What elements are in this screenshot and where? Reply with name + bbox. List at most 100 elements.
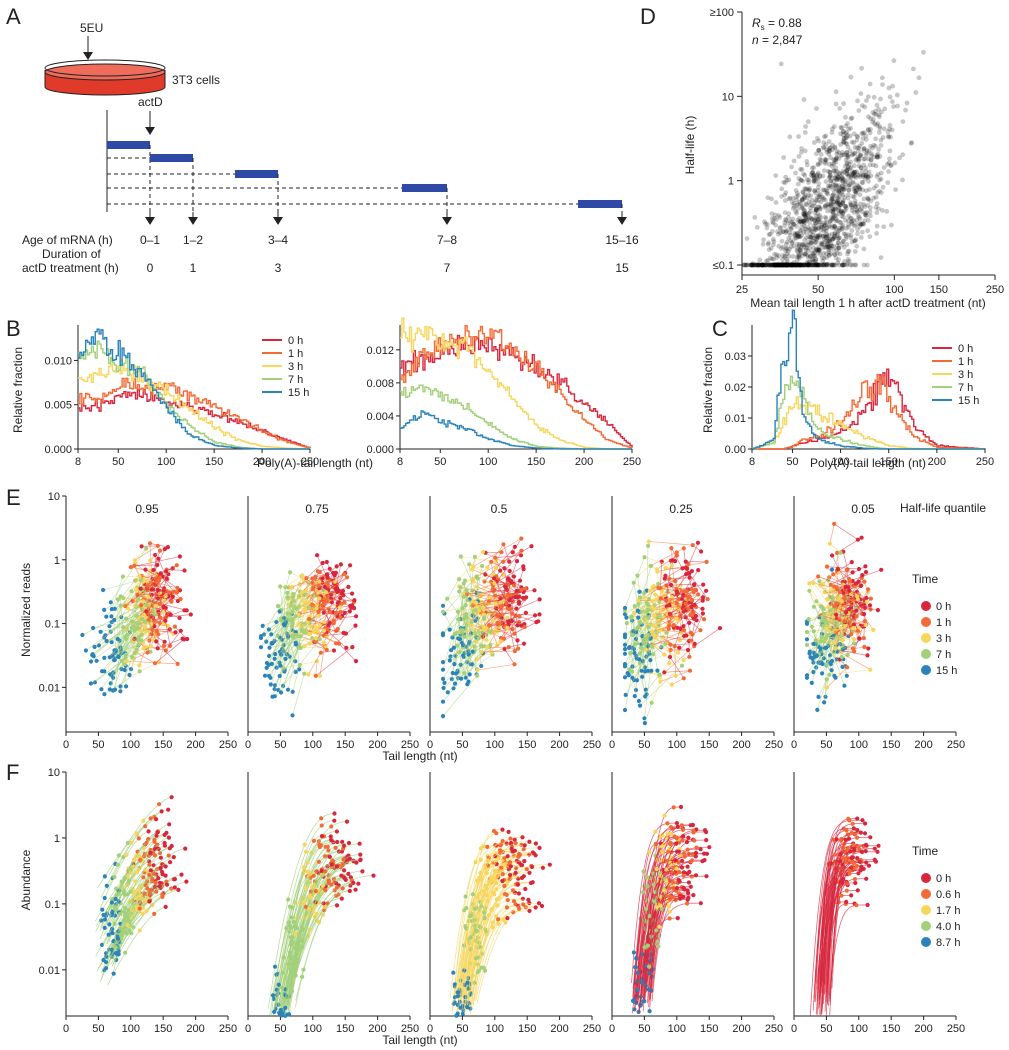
scatter-point [765, 258, 771, 263]
scatter-point [873, 111, 879, 117]
scatter-point [816, 161, 821, 167]
scatter-point [823, 157, 829, 163]
data-point [632, 642, 637, 647]
scatter-point [849, 220, 854, 225]
scatter-point [860, 221, 866, 227]
scatter-point [805, 242, 810, 248]
legend-swatch-1 [921, 617, 931, 627]
scatter-point [845, 251, 850, 257]
data-point [532, 588, 537, 593]
data-point [272, 694, 277, 699]
scatter-point [858, 235, 864, 240]
e-facet-1-xtick-label: 50 [274, 739, 286, 751]
scatter-point [833, 159, 839, 165]
scatter-point [814, 236, 820, 241]
scatter-point [784, 262, 789, 268]
scatter-point [766, 262, 771, 268]
data-point [636, 615, 641, 620]
scatter-point [815, 262, 821, 268]
data-point [816, 694, 821, 700]
scatter-point [772, 262, 777, 268]
duration-label-2: actD treatment (h) [22, 261, 119, 275]
duration-label-1: Duration of [42, 247, 101, 261]
scatter-point [822, 157, 828, 163]
data-point [145, 588, 150, 593]
scatter-point [800, 206, 806, 211]
data-point [120, 574, 125, 579]
data-point [489, 559, 494, 564]
scatter-point [849, 169, 855, 174]
scatter-point [840, 262, 845, 268]
data-point [670, 558, 675, 563]
scatter-point [786, 177, 792, 183]
scatter-point [785, 262, 791, 268]
data-point [278, 690, 284, 695]
scatter-point [844, 160, 850, 166]
scatter-point [826, 224, 831, 230]
scatter-point [834, 183, 839, 189]
data-point [322, 628, 327, 633]
data-point [671, 623, 676, 628]
data-point [143, 615, 148, 620]
scatter-point [790, 262, 795, 268]
scatter-point [838, 209, 844, 215]
data-point [318, 650, 323, 655]
data-point [139, 603, 144, 608]
n-value: = 2,847 [759, 33, 803, 47]
scatter-point [874, 174, 880, 179]
data-point [272, 656, 277, 661]
scatter-point [801, 230, 806, 235]
scatter-point [798, 218, 804, 224]
data-point [458, 554, 463, 559]
e-facet-3-xtick-label: 200 [732, 739, 750, 751]
data-point [258, 635, 264, 641]
data-point [516, 599, 522, 605]
data-point [457, 589, 462, 594]
scatter-point [757, 257, 763, 263]
trajectory-segment [120, 596, 144, 602]
scatter-point [875, 172, 881, 177]
data-point [851, 637, 857, 642]
scatter-point [754, 224, 760, 230]
data-point [145, 650, 150, 655]
scatter-point [820, 187, 826, 193]
data-point [519, 536, 524, 541]
scatter-point [855, 227, 860, 232]
data-point [668, 642, 673, 647]
panel-a-schematic: 5EU 3T3 cells actD Age of mRNA (h) Durat… [22, 21, 639, 275]
data-point [461, 653, 466, 658]
scatter-point [838, 208, 844, 214]
scatter-point [778, 262, 784, 268]
data-point [843, 584, 848, 590]
data-point [107, 655, 112, 660]
scatter-point [791, 222, 796, 227]
c-ytick-label: 0.02 [725, 382, 746, 394]
scatter-point [806, 262, 812, 268]
scatter-point [852, 238, 858, 244]
c-xtick-label: 150 [880, 456, 898, 468]
scatter-point [809, 257, 815, 263]
scatter-point [828, 251, 834, 256]
scatter-point [794, 224, 799, 229]
data-point [338, 596, 343, 601]
data-point [687, 668, 693, 673]
scatter-point [794, 231, 800, 237]
trajectory-segment [315, 661, 318, 676]
scatter-point [815, 262, 821, 268]
f-legend-title: Time [912, 844, 939, 858]
scatter-point [772, 262, 778, 268]
scatter-point [784, 262, 790, 268]
scatter-point [809, 165, 815, 171]
scatter-point [820, 255, 825, 261]
b-legend: 0 h1 h3 h7 h15 h [262, 335, 309, 399]
scatter-point [808, 193, 813, 199]
scatter-point [813, 239, 819, 245]
d-xtick-label: 150 [930, 284, 948, 296]
scatter-point [847, 178, 853, 184]
data-point [124, 684, 129, 689]
scatter-point [815, 233, 820, 239]
scatter-point [774, 262, 780, 268]
scatter-point [815, 226, 821, 231]
data-point [811, 629, 816, 634]
trajectory-segment [650, 547, 684, 567]
